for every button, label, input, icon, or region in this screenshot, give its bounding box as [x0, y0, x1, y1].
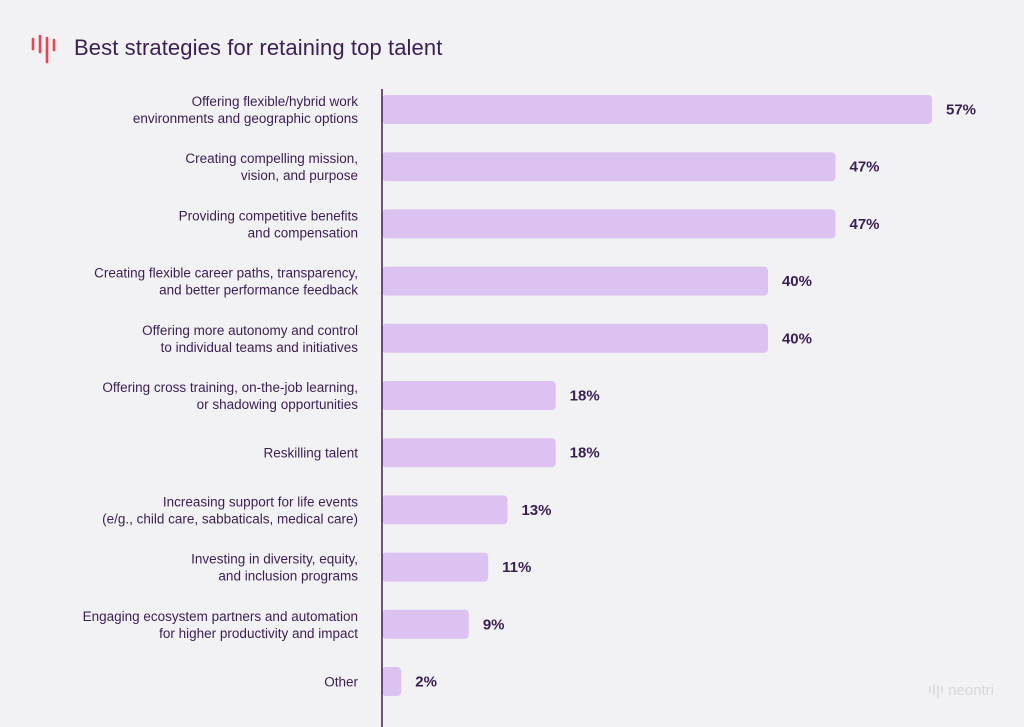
chart-title: Best strategies for retaining top talent: [74, 35, 443, 60]
category-label-line: Increasing support for life events: [163, 494, 358, 509]
soundwave-logo-icon: [31, 34, 56, 64]
category-label: Creating compelling mission, vision, and …: [185, 151, 358, 183]
category-label-line: Investing in diversity, equity,: [191, 552, 358, 567]
value-label: 47%: [850, 159, 880, 176]
category-label: Investing in diversity, equity, and inclu…: [191, 552, 358, 584]
value-label: 47%: [850, 216, 880, 233]
bar: [382, 381, 556, 410]
bar: [382, 495, 508, 525]
category-label: Providing competitive benefits and compen…: [179, 208, 359, 240]
brand-name: neontri: [948, 682, 994, 699]
category-label-line: Providing competitive benefits: [179, 208, 359, 223]
bar: [382, 152, 836, 182]
category-label-line: vision, and purpose: [241, 168, 358, 183]
bar: [382, 552, 489, 582]
value-label: 11%: [502, 559, 531, 576]
category-label-line: or shadowing opportunities: [197, 397, 359, 412]
bar: [382, 95, 932, 124]
value-label: 40%: [782, 273, 812, 290]
bar: [382, 209, 836, 239]
category-label-line: and compensation: [248, 225, 358, 240]
category-label: Engaging ecosystem partners and automati…: [83, 609, 359, 641]
category-label: Creating flexible career paths, transpar…: [94, 266, 358, 298]
value-label: 40%: [782, 330, 812, 347]
category-label-line: Reskilling talent: [263, 446, 358, 461]
value-label: 13%: [521, 502, 551, 519]
category-label-line: for higher productivity and impact: [159, 626, 358, 641]
bar: [382, 323, 768, 353]
category-label-line: Creating flexible career paths, transpar…: [94, 266, 358, 281]
category-label-line: to individual teams and initiatives: [161, 340, 359, 355]
soundwave-logo-icon: [929, 683, 943, 699]
category-label-line: (e/g., child care, sabbaticals, medical …: [102, 511, 358, 526]
value-label: 18%: [570, 445, 600, 462]
category-label-line: Engaging ecosystem partners and automati…: [83, 609, 358, 624]
brand-watermark: neontri: [928, 682, 994, 699]
category-label-line: Other: [324, 675, 358, 690]
value-label: 9%: [483, 616, 505, 633]
bars-group: 57% Offering flexible/hybrid work environm…: [83, 94, 976, 696]
category-label: Increasing support for life events (e/g.,…: [102, 494, 358, 526]
category-label: Offering flexible/hybrid work environment…: [133, 94, 358, 126]
category-label-line: and inclusion programs: [218, 569, 358, 584]
value-label: 18%: [570, 388, 600, 405]
category-label-line: Offering flexible/hybrid work: [192, 94, 359, 109]
category-label-line: environments and geographic options: [133, 111, 358, 126]
value-label: 2%: [415, 674, 437, 691]
chart-header: Best strategies for retaining top talent: [30, 28, 442, 68]
value-label: 57%: [946, 102, 976, 119]
category-label-line: Offering cross training, on-the-job lear…: [102, 380, 358, 395]
bar: [382, 266, 768, 296]
bar: [382, 438, 556, 468]
category-label-line: Creating compelling mission,: [185, 151, 358, 166]
bar: [382, 609, 469, 639]
category-label: Reskilling talent: [263, 446, 358, 461]
category-label: Other: [324, 675, 358, 690]
category-label-line: and better performance feedback: [159, 283, 358, 298]
category-label-line: Offering more autonomy and control: [142, 323, 358, 338]
bar: [382, 667, 402, 696]
category-label: Offering more autonomy and control to ind…: [142, 323, 358, 355]
category-label: Offering cross training, on-the-job lear…: [102, 380, 358, 412]
